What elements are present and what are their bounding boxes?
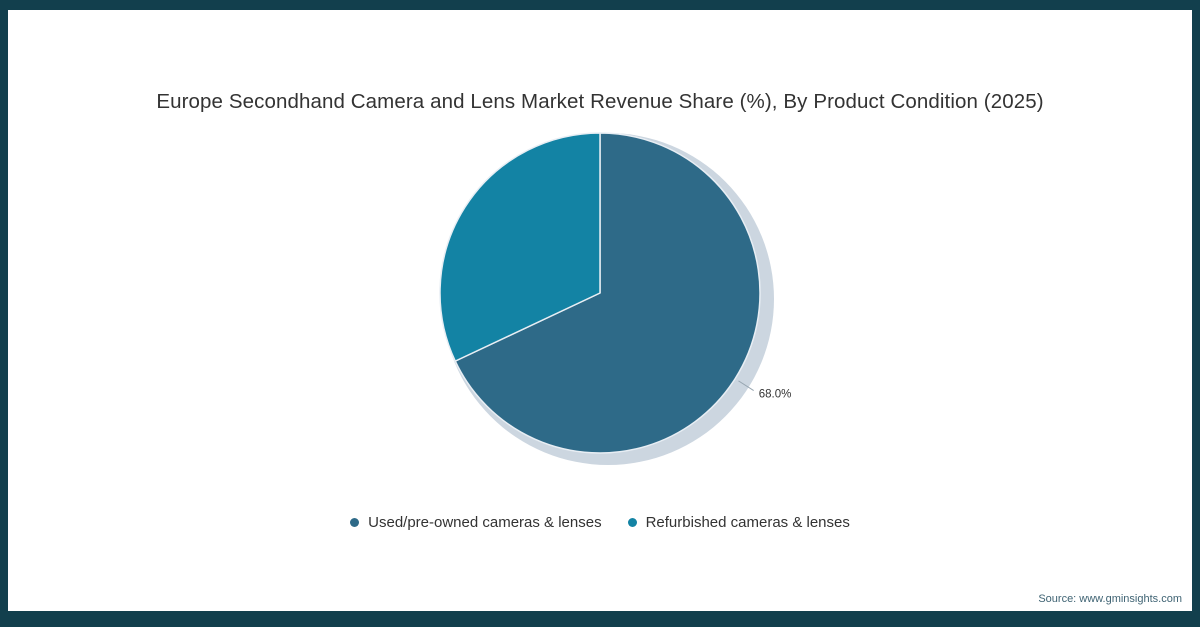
legend-item-refurbished: Refurbished cameras & lenses (627, 514, 850, 531)
legend-label-used-preowned: Used/pre-owned cameras & lenses (368, 514, 602, 531)
legend-label-refurbished: Refurbished cameras & lenses (645, 514, 850, 531)
legend-item-used-preowned: Used/pre-owned cameras & lenses (350, 514, 602, 531)
pie-slice-1 (439, 132, 601, 362)
data-label-0: 68.0% (759, 389, 792, 401)
pie-slice-0 (454, 132, 761, 454)
chart-title: Europe Secondhand Camera and Lens Market… (156, 90, 1044, 113)
legend-marker-refurbished-icon (627, 518, 637, 527)
pie-chart: 68.0% (439, 132, 792, 465)
legend-marker-used-preowned-icon (350, 518, 360, 527)
source-credit: Source: www.gminsights.com (1038, 593, 1182, 605)
legend: Used/pre-owned cameras & lenses Refurbis… (8, 514, 1192, 531)
data-label-leader-line (738, 380, 754, 391)
